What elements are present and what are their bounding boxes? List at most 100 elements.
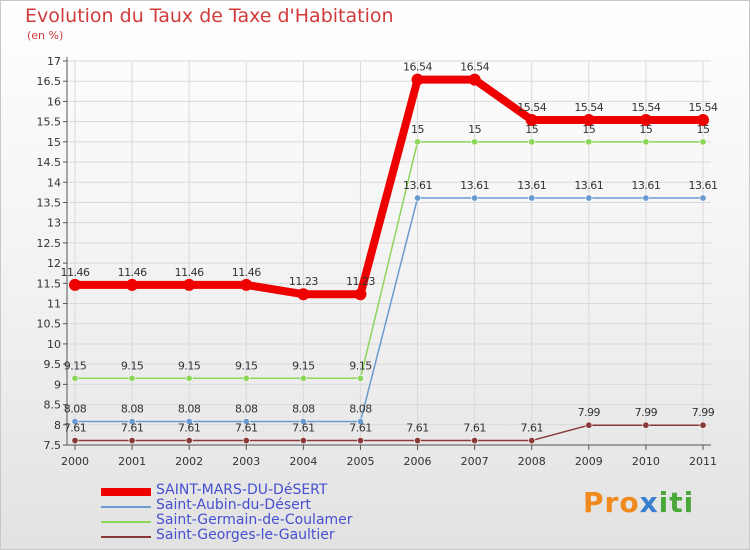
series-point-0 xyxy=(582,114,595,127)
series-point-3 xyxy=(414,437,422,445)
legend-swatch xyxy=(101,506,151,508)
series-point-3 xyxy=(642,421,650,429)
data-label-2: 15 xyxy=(525,123,538,136)
y-tick-label: 13 xyxy=(47,217,61,230)
data-label-3: 7.61 xyxy=(406,422,429,435)
data-label-0: 15.54 xyxy=(689,101,718,114)
series-point-0 xyxy=(126,278,139,291)
data-label-1: 13.61 xyxy=(517,179,546,192)
y-tick-label: 10 xyxy=(47,338,61,351)
series-point-1 xyxy=(242,418,250,426)
data-label-0: 11.46 xyxy=(118,266,147,279)
series-point-0 xyxy=(525,114,538,127)
data-label-3: 7.61 xyxy=(64,422,87,435)
legend-label: Saint-Aubin-du-Désert xyxy=(156,497,311,513)
y-tick-label: 16.5 xyxy=(37,75,62,88)
y-tick-label: 8.5 xyxy=(44,399,62,412)
data-label-1: 8.08 xyxy=(235,403,258,416)
series-point-2 xyxy=(356,374,364,382)
x-tick-label: 2008 xyxy=(518,455,546,468)
series-point-1 xyxy=(471,194,479,202)
series-line-1 xyxy=(74,197,704,423)
y-tick-label: 15 xyxy=(47,136,61,149)
x-tick-label: 2011 xyxy=(689,455,717,468)
data-label-2: 9.15 xyxy=(349,359,372,372)
series-point-0 xyxy=(468,73,481,86)
y-tick-label: 11 xyxy=(47,298,61,311)
series-point-3 xyxy=(128,437,136,445)
data-label-3: 7.61 xyxy=(235,422,258,435)
y-tick-label: 7.5 xyxy=(44,439,62,452)
series-point-1 xyxy=(356,418,364,426)
series-point-2 xyxy=(528,138,536,146)
series-point-1 xyxy=(642,194,650,202)
data-label-2: 9.15 xyxy=(121,359,144,372)
y-tick-label: 13.5 xyxy=(37,196,62,209)
series-point-0 xyxy=(297,288,310,301)
y-tick-label: 14 xyxy=(47,176,61,189)
series-point-3 xyxy=(471,437,479,445)
data-label-3: 7.61 xyxy=(292,422,315,435)
series-point-3 xyxy=(242,437,250,445)
x-tick-label: 2002 xyxy=(175,455,203,468)
series-point-2 xyxy=(299,374,307,382)
legend-label: Saint-Germain-de-Coulamer xyxy=(156,512,353,528)
series-point-2 xyxy=(585,138,593,146)
data-label-0: 16.54 xyxy=(403,61,432,74)
data-label-2: 15 xyxy=(411,123,424,136)
series-point-2 xyxy=(699,138,707,146)
series-point-3 xyxy=(356,437,364,445)
series-point-2 xyxy=(471,138,479,146)
data-label-2: 9.15 xyxy=(64,359,87,372)
data-label-1: 13.61 xyxy=(631,179,660,192)
data-label-1: 13.61 xyxy=(574,179,603,192)
data-label-2: 15 xyxy=(639,123,652,136)
x-tick-label: 2004 xyxy=(289,455,317,468)
data-label-3: 7.61 xyxy=(520,422,543,435)
series-point-0 xyxy=(697,114,709,127)
data-label-3: 7.99 xyxy=(578,406,601,419)
data-label-0: 15.54 xyxy=(631,101,660,114)
series-point-3 xyxy=(71,437,79,445)
x-tick-label: 2001 xyxy=(118,455,146,468)
data-label-2: 15 xyxy=(468,123,481,136)
series-point-3 xyxy=(299,437,307,445)
data-label-0: 11.46 xyxy=(61,266,90,279)
data-label-0: 11.46 xyxy=(232,266,261,279)
series-point-3 xyxy=(185,437,193,445)
y-tick-label: 11.5 xyxy=(37,277,62,290)
x-tick-label: 2007 xyxy=(461,455,489,468)
x-tick-label: 2003 xyxy=(232,455,260,468)
brand-logo: Proxiti xyxy=(583,486,694,519)
x-tick-label: 2006 xyxy=(404,455,432,468)
y-tick-label: 8 xyxy=(54,419,61,432)
x-tick-label: 2005 xyxy=(346,455,374,468)
data-label-0: 11.46 xyxy=(175,266,204,279)
data-label-2: 9.15 xyxy=(235,359,258,372)
y-tick-label: 12 xyxy=(47,257,61,270)
data-label-0: 15.54 xyxy=(574,101,603,114)
y-tick-label: 10.5 xyxy=(37,318,62,331)
series-point-1 xyxy=(71,418,79,426)
series-point-1 xyxy=(185,418,193,426)
series-point-3 xyxy=(528,437,536,445)
data-label-3: 7.61 xyxy=(349,422,372,435)
series-point-1 xyxy=(414,194,422,202)
legend-swatch xyxy=(101,536,151,538)
data-label-1: 8.08 xyxy=(64,403,87,416)
series-point-0 xyxy=(240,278,253,291)
series-point-2 xyxy=(642,138,650,146)
y-tick-label: 9 xyxy=(54,378,61,391)
data-label-2: 9.15 xyxy=(178,359,201,372)
y-tick-label: 15.5 xyxy=(37,116,62,129)
series-point-1 xyxy=(699,194,707,202)
series-point-2 xyxy=(414,138,422,146)
data-label-1: 8.08 xyxy=(178,403,201,416)
brand-part-1: Pro xyxy=(583,486,640,519)
series-point-0 xyxy=(354,288,367,301)
brand-part-3: iti xyxy=(658,486,695,519)
data-label-3: 7.61 xyxy=(121,422,144,435)
data-label-0: 11.23 xyxy=(289,275,318,288)
chart-title: Evolution du Taux de Taxe d'Habitation xyxy=(25,5,394,27)
